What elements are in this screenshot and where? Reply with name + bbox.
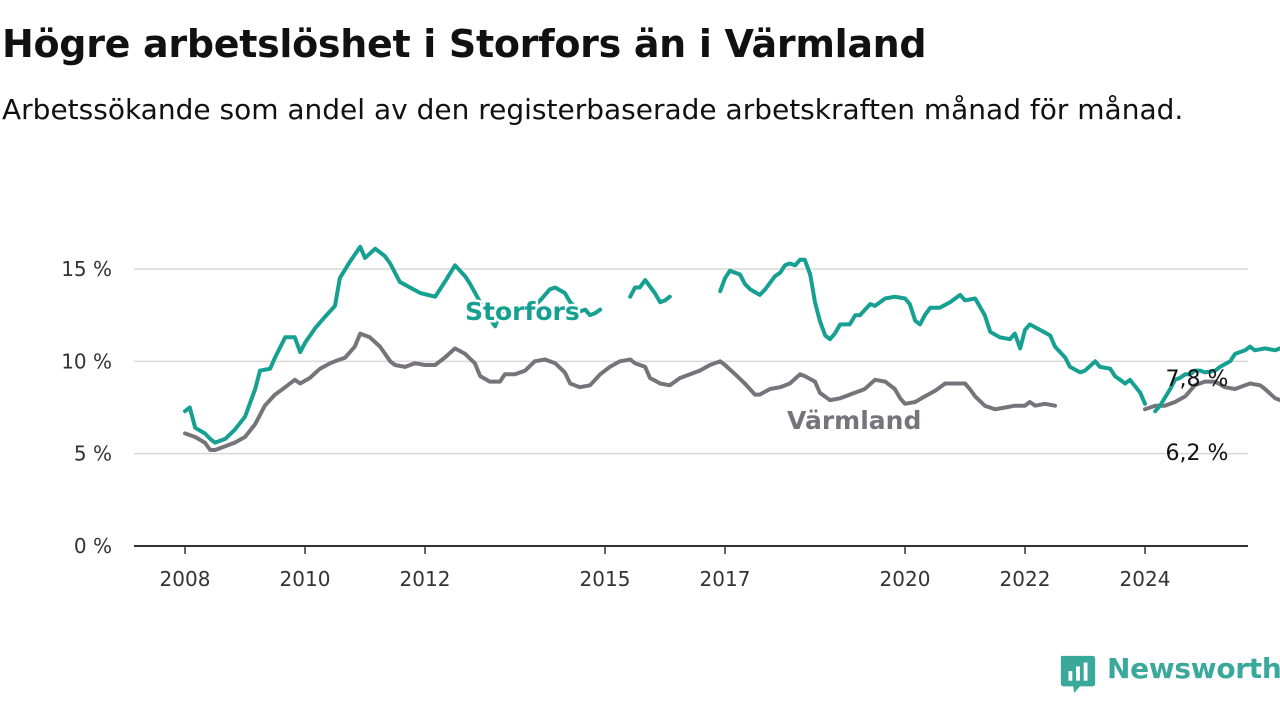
series-line-storfors — [183, 244, 603, 445]
y-tick-label: 15 % — [61, 257, 112, 281]
brand-name: Newsworthy — [1107, 652, 1280, 685]
x-tick-label: 2022 — [1000, 567, 1051, 591]
series-label-storfors: Storfors — [465, 297, 580, 326]
y-tick-label: 0 % — [74, 534, 112, 558]
x-tick-label: 2017 — [700, 567, 751, 591]
y-tick-label: 5 % — [74, 442, 112, 466]
series-labels: Storfors Värmland 7,8 % 6,2 % — [463, 295, 1229, 467]
series-line-storfors — [628, 278, 672, 305]
x-tick-label: 2012 — [400, 567, 451, 591]
x-tick-label: 2008 — [160, 567, 211, 591]
y-axis: 0 % 5 % 10 % 15 % — [61, 257, 112, 558]
x-tick-label: 2010 — [280, 567, 331, 591]
series-lines — [183, 244, 1280, 452]
chart-subtitle: Arbetssökande som andel av den registerb… — [2, 93, 1184, 126]
newsworthy-logo-icon — [1060, 655, 1096, 694]
series-line-storfors — [1153, 344, 1280, 414]
end-label-storfors: 7,8 % — [1166, 367, 1229, 392]
series-line-värmland — [1143, 379, 1280, 412]
x-tick-label: 2015 — [580, 567, 631, 591]
x-axis: 2008 2010 2012 2015 2017 2020 2022 2024 — [134, 545, 1248, 591]
series-line-värmland — [183, 331, 1057, 452]
gridlines — [134, 268, 1248, 455]
x-tick-label: 2020 — [880, 567, 931, 591]
y-tick-label: 10 % — [61, 349, 112, 373]
end-label-varmland: 6,2 % — [1166, 441, 1229, 466]
chart-title: Högre arbetslöshet i Storfors än i Värml… — [2, 22, 927, 66]
x-tick-label: 2024 — [1120, 567, 1171, 591]
series-line-storfors — [718, 257, 1147, 406]
series-label-varmland: Värmland — [787, 406, 921, 435]
